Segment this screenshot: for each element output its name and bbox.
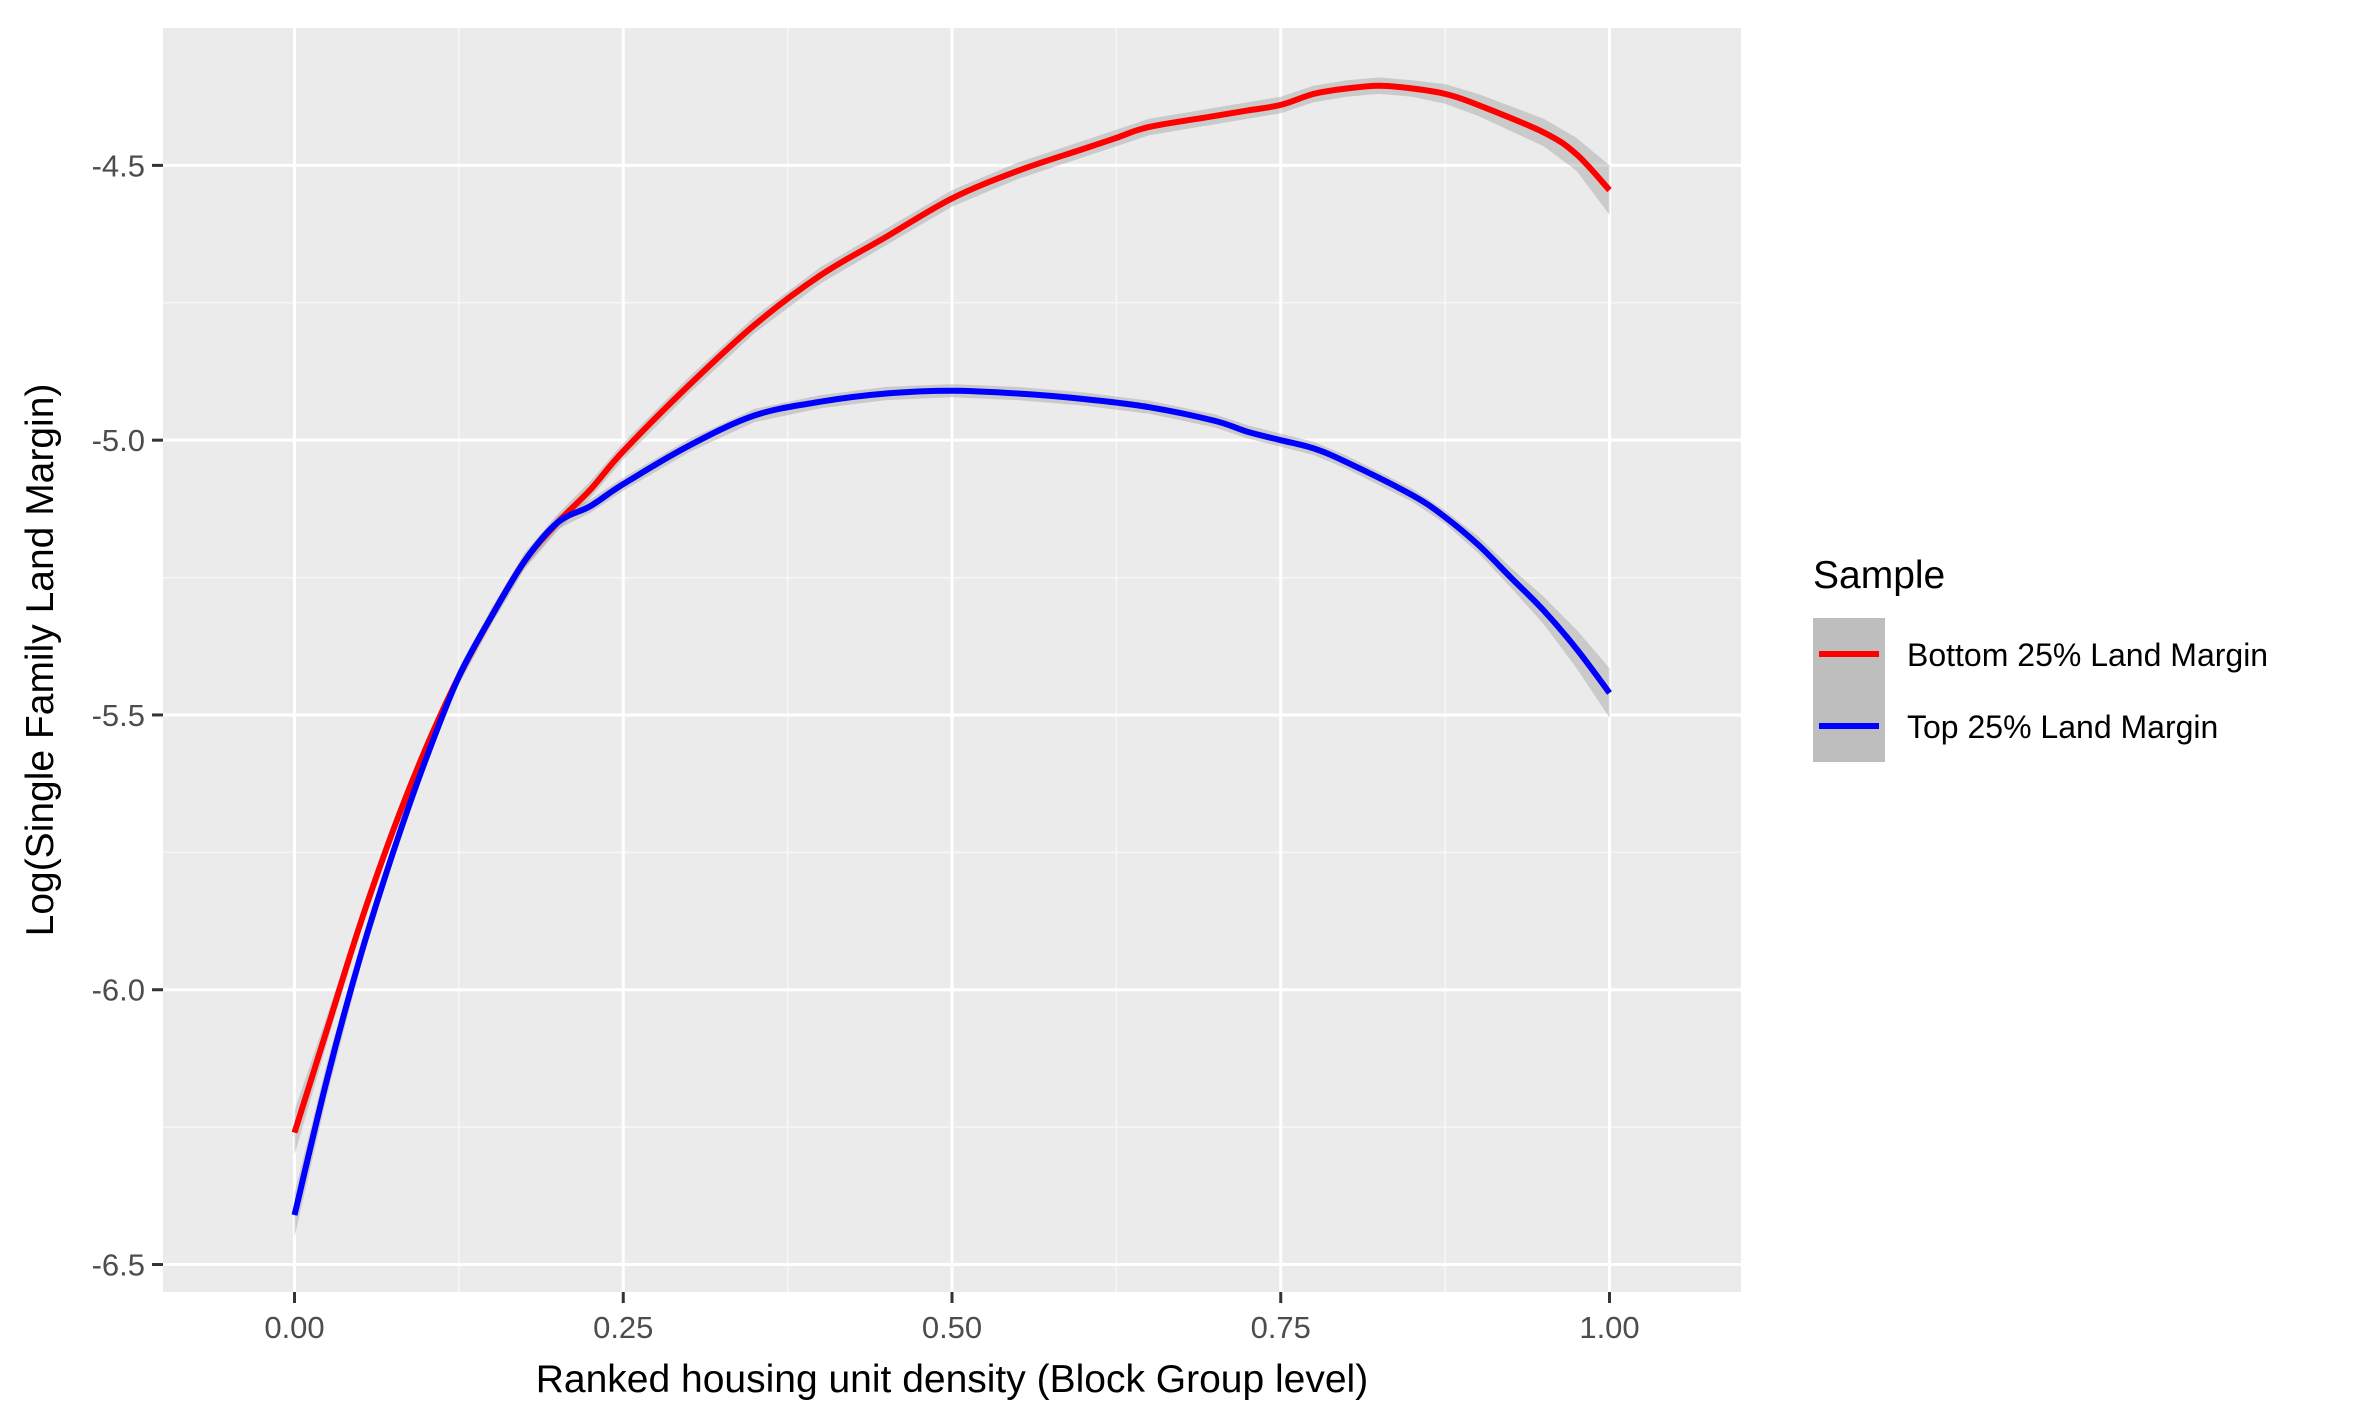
series-lines — [291, 82, 1612, 1216]
legend-key-bottom-25 — [1813, 618, 1885, 690]
major-gridlines — [163, 28, 1741, 1292]
y-tick-label: -5.0 — [92, 423, 145, 458]
y-axis: -6.5 -6.0 -5.5 -5.0 -4.5 — [92, 148, 163, 1283]
legend-label-top-25: Top 25% Land Margin — [1907, 709, 2218, 745]
series-line-1 — [291, 387, 1612, 1216]
legend-title: Sample — [1813, 554, 1945, 597]
x-tick-label: 0.00 — [264, 1310, 324, 1345]
x-tick-label: 0.25 — [593, 1310, 653, 1345]
y-axis-title: Log(Single Family Land Margin) — [19, 384, 62, 937]
x-axis-title: Ranked housing unit density (Block Group… — [536, 1358, 1368, 1401]
x-tick-label: 0.75 — [1251, 1310, 1311, 1345]
y-tick-label: -6.0 — [92, 973, 145, 1008]
legend: Sample Bottom 25% Land Margin Top 25% La… — [1813, 554, 2268, 762]
y-tick-label: -5.5 — [92, 698, 145, 733]
legend-label-bottom-25: Bottom 25% Land Margin — [1907, 637, 2268, 673]
x-tick-label: 1.00 — [1579, 1310, 1639, 1345]
y-tick-label: -4.5 — [92, 148, 145, 183]
x-axis: 0.00 0.25 0.50 0.75 1.00 — [264, 1292, 1640, 1345]
y-tick-label: -6.5 — [92, 1248, 145, 1283]
legend-key-top-25 — [1813, 690, 1885, 762]
x-tick-label: 0.50 — [922, 1310, 982, 1345]
